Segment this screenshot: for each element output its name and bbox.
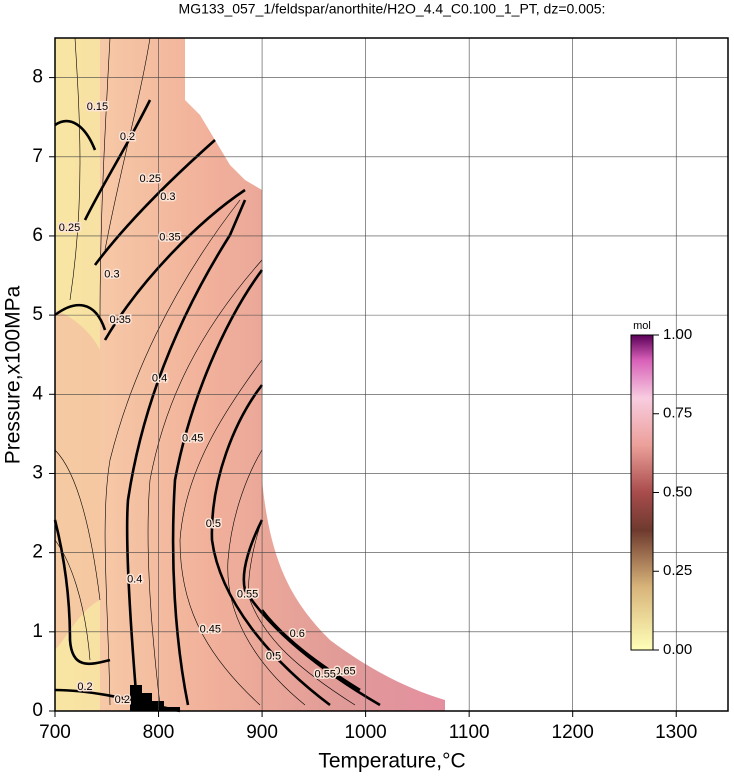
contour-labels: 0.4 0.45 0.5 0.55 0.6 0.65 0.5 0.55 0.45 0.4 0.35 0… bbox=[57, 99, 357, 707]
x-tick-label: 900 bbox=[246, 722, 278, 743]
colorbar-tick-label: 0.50 bbox=[663, 483, 692, 500]
contour-label: 0.55 bbox=[237, 589, 258, 601]
grid bbox=[54, 38, 728, 712]
contour-label: 0.6 bbox=[290, 628, 305, 640]
contour-label: 0.4 bbox=[152, 372, 167, 384]
contour-label: 0.2 bbox=[77, 681, 92, 693]
contour-label: 0.5 bbox=[206, 518, 221, 530]
y-tick-label: 0 bbox=[32, 700, 43, 721]
contour-label: 0.35 bbox=[110, 314, 131, 326]
y-tick-label: 1 bbox=[32, 621, 43, 642]
contour-label: 0.35 bbox=[159, 231, 180, 243]
y-tick-label: 8 bbox=[32, 67, 43, 88]
contour-label: 0.25 bbox=[59, 222, 80, 234]
contour-label: 0.15 bbox=[87, 101, 108, 113]
x-tick-label: 1000 bbox=[344, 722, 386, 743]
colorbar-tick-label: 1.00 bbox=[663, 326, 692, 343]
y-tick-label: 3 bbox=[32, 462, 43, 483]
contour-label: 0.4 bbox=[127, 573, 142, 585]
x-axis-label: Temperature,°C bbox=[318, 750, 465, 773]
colorbar bbox=[630, 334, 654, 651]
colorbar-label: mol bbox=[633, 320, 651, 332]
contour-label: 0.65 bbox=[334, 665, 355, 677]
colorbar-tick-label: 0.00 bbox=[663, 641, 692, 658]
x-tick-label: 1300 bbox=[655, 722, 697, 743]
x-tick-label: 1100 bbox=[449, 722, 490, 743]
field-fill-mid bbox=[55, 310, 100, 650]
contour-label: 0.3 bbox=[104, 269, 119, 281]
contour-label: 0.45 bbox=[200, 623, 221, 635]
contour-label: 0.3 bbox=[160, 191, 175, 203]
x-tick-label: 1200 bbox=[552, 722, 594, 743]
contour-label: 0.55 bbox=[315, 668, 336, 680]
y-tick-label: 7 bbox=[32, 146, 43, 167]
y-tick-label: 6 bbox=[32, 225, 43, 246]
dense-lines bbox=[130, 685, 180, 711]
colorbar-tick-label: 0.25 bbox=[663, 562, 692, 579]
plot-frame bbox=[54, 37, 729, 712]
contour-field bbox=[53, 37, 445, 713]
contour-label: 0.2 bbox=[115, 694, 130, 706]
field-fill bbox=[55, 38, 445, 711]
contour-label: 0.45 bbox=[182, 433, 203, 445]
x-tick-label: 800 bbox=[143, 722, 175, 743]
colorbar-tick-label: 0.75 bbox=[663, 405, 692, 422]
y-tick-label: 4 bbox=[32, 383, 43, 404]
y-tick-label: 2 bbox=[32, 542, 43, 563]
contour-label: 0.5 bbox=[266, 650, 281, 662]
x-tick-label: 700 bbox=[39, 722, 71, 743]
contour-label: 0.25 bbox=[140, 173, 161, 185]
y-axis-label: Pressure,x100MPa bbox=[2, 285, 25, 464]
contour-label: 0.2 bbox=[120, 131, 135, 143]
chart-title: MG133_057_1/feldspar/anorthite/H2O_4.4_C… bbox=[179, 1, 606, 17]
y-tick-label: 5 bbox=[32, 304, 43, 325]
